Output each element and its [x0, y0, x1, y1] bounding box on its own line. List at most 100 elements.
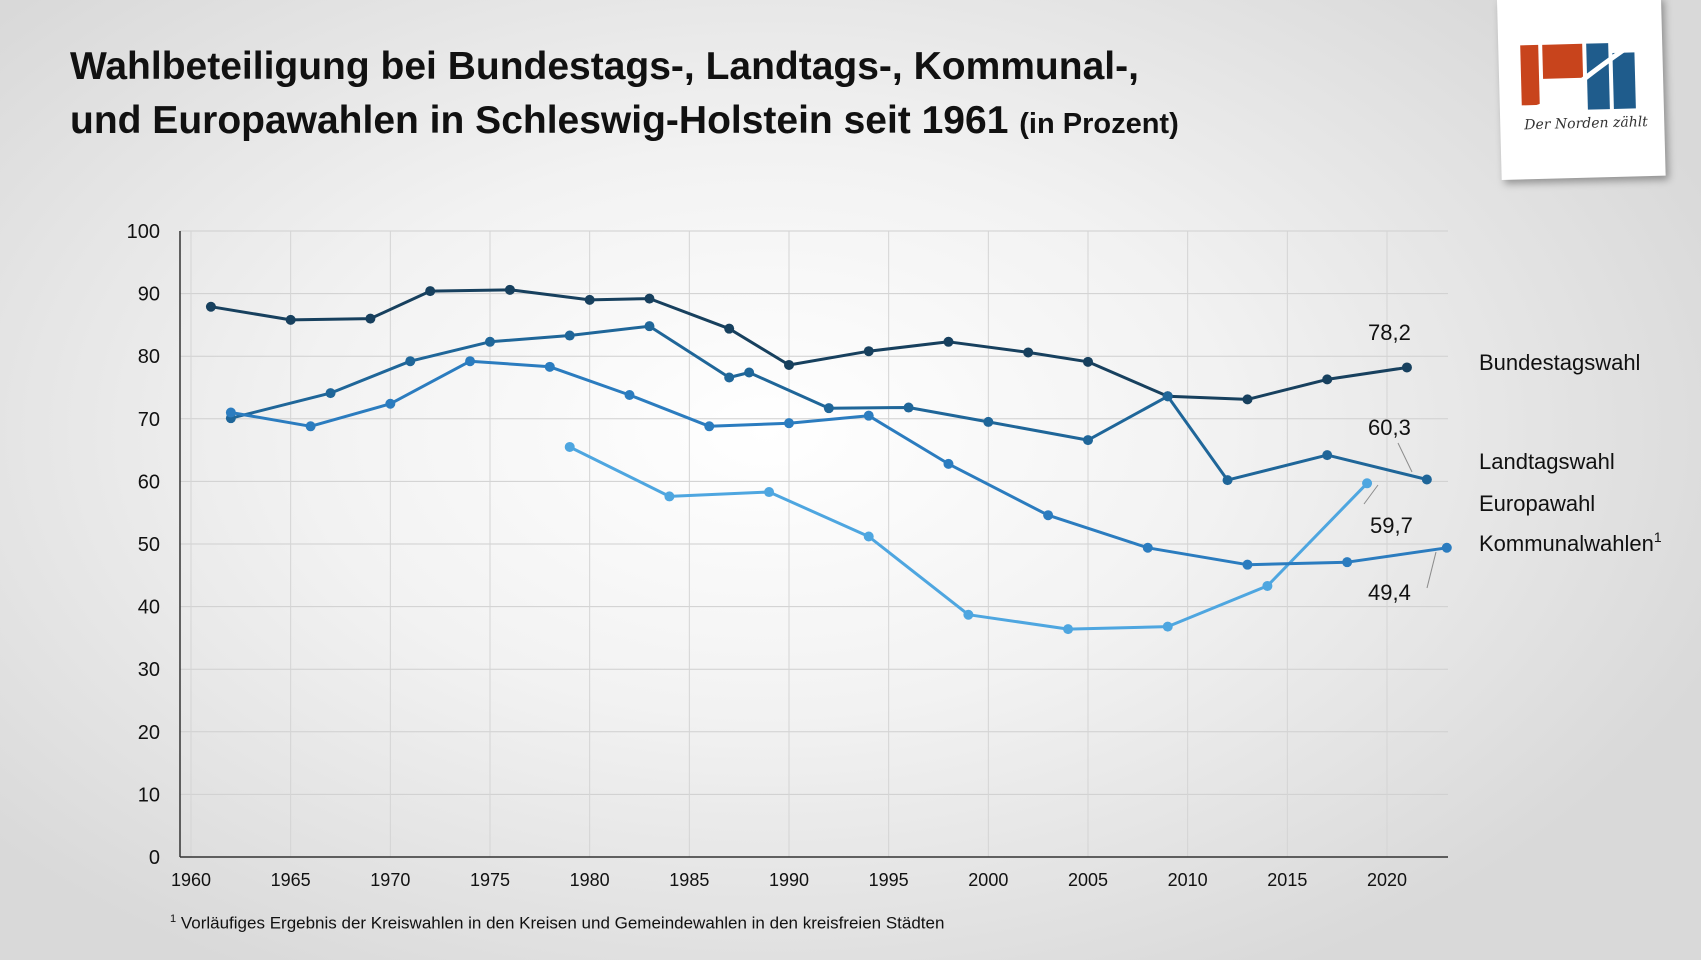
y-tick-label: 40 [138, 597, 160, 619]
series-name-label: Landtagswahl [1479, 449, 1615, 474]
data-point [564, 330, 575, 341]
data-point [624, 390, 635, 401]
x-tick-label: 1970 [370, 870, 410, 890]
data-point [1063, 624, 1074, 635]
data-point [365, 313, 376, 324]
data-point [1162, 621, 1173, 632]
data-point [425, 286, 436, 297]
data-point [983, 416, 994, 427]
data-point [823, 403, 834, 414]
data-point [943, 336, 954, 347]
data-point [863, 531, 874, 542]
data-point [724, 323, 735, 334]
logo-icon [1519, 38, 1640, 114]
data-point [504, 284, 515, 295]
title-line-1: Wahlbeteiligung bei Bundestags-, Landtag… [70, 45, 1139, 88]
value-leader-line [1397, 442, 1413, 473]
title-line-2: und Europawahlen in Schleswig-Holstein s… [70, 99, 1009, 142]
value-leader-line [1363, 484, 1379, 505]
labels-layer: Bundestagswahl Landtagswahl Europawahl Komm… [1363, 320, 1662, 605]
y-tick-label: 20 [138, 722, 160, 744]
x-tick-label: 2000 [968, 870, 1008, 890]
data-point [305, 421, 316, 432]
data-point [1441, 542, 1452, 553]
data-point [465, 356, 476, 367]
data-point [485, 336, 495, 347]
y-tick-label: 100 [127, 221, 160, 243]
x-tick-label: 1960 [171, 870, 211, 890]
data-point [1142, 542, 1153, 553]
x-tick-label: 1990 [769, 870, 809, 890]
y-tick-label: 70 [138, 409, 160, 431]
footnote-marker: 1 [170, 913, 177, 925]
end-value-label: 60,3 [1368, 415, 1411, 440]
series-name-label: Kommunalwahlen1 [1479, 529, 1662, 556]
grid [180, 230, 1448, 857]
data-point [1322, 374, 1333, 385]
data-point [664, 491, 675, 502]
series-name-label: Bundestagswahl [1479, 350, 1640, 375]
data-point [325, 388, 336, 399]
data-point [963, 609, 974, 620]
data-point [1043, 510, 1054, 521]
data-point [644, 321, 655, 332]
data-point [1262, 580, 1273, 591]
data-point [1162, 391, 1173, 402]
data-point [764, 487, 775, 498]
data-point [564, 441, 575, 452]
data-point [784, 359, 794, 370]
data-point [724, 372, 735, 383]
x-tick-label: 1965 [271, 870, 311, 890]
axes: 0 10 20 30 40 50 60 70 80 90 100 1960 1965 1970 1975 19… [127, 221, 1448, 890]
y-tick-label: 0 [149, 847, 160, 869]
data-point [1421, 474, 1432, 485]
y-tick-label: 80 [138, 346, 160, 368]
data-point [385, 398, 396, 409]
data-point [1401, 362, 1412, 373]
x-tick-label: 1995 [869, 870, 909, 890]
series-line-1 [230, 324, 1428, 482]
data-point [1342, 557, 1353, 568]
value-leader-line [1426, 551, 1437, 589]
data-point [943, 458, 954, 469]
series-line-3 [230, 359, 1448, 567]
logo: Der Norden zählt [1497, 0, 1666, 180]
data-point [544, 361, 555, 372]
y-tick-label: 90 [138, 284, 160, 306]
title-unit: (in Prozent) [1019, 108, 1179, 140]
x-tick-label: 2015 [1267, 870, 1307, 890]
data-point [1222, 475, 1233, 486]
data-point [704, 421, 715, 432]
data-point [784, 418, 794, 429]
data-point [1242, 394, 1253, 405]
data-point [1083, 356, 1093, 367]
data-point [644, 293, 655, 304]
y-tick-label: 10 [138, 784, 160, 806]
data-point [1322, 450, 1333, 461]
data-point [1242, 559, 1253, 570]
x-tick-label: 2005 [1068, 870, 1108, 890]
data-point [903, 402, 914, 413]
end-value-label: 78,2 [1368, 320, 1411, 345]
series-name-label: Europawahl [1479, 491, 1595, 516]
y-tick-label: 50 [138, 534, 160, 556]
x-tick-label: 1980 [570, 870, 610, 890]
data-point [285, 314, 296, 325]
x-tick-label: 2020 [1367, 870, 1407, 890]
data-point [584, 294, 595, 305]
x-tick-label: 1975 [470, 870, 510, 890]
data-point [225, 407, 236, 418]
data-point [1083, 435, 1093, 446]
data-point [1023, 347, 1034, 358]
data-point [863, 410, 874, 421]
y-tick-label: 60 [138, 471, 160, 493]
data-point [405, 356, 416, 367]
data-point [863, 346, 874, 357]
end-value-label: 49,4 [1368, 580, 1411, 605]
x-tick-label: 2010 [1168, 870, 1208, 890]
data-point [744, 367, 755, 378]
y-tick-label: 30 [138, 659, 160, 681]
data-point [205, 301, 216, 312]
end-value-label: 59,7 [1370, 513, 1413, 538]
